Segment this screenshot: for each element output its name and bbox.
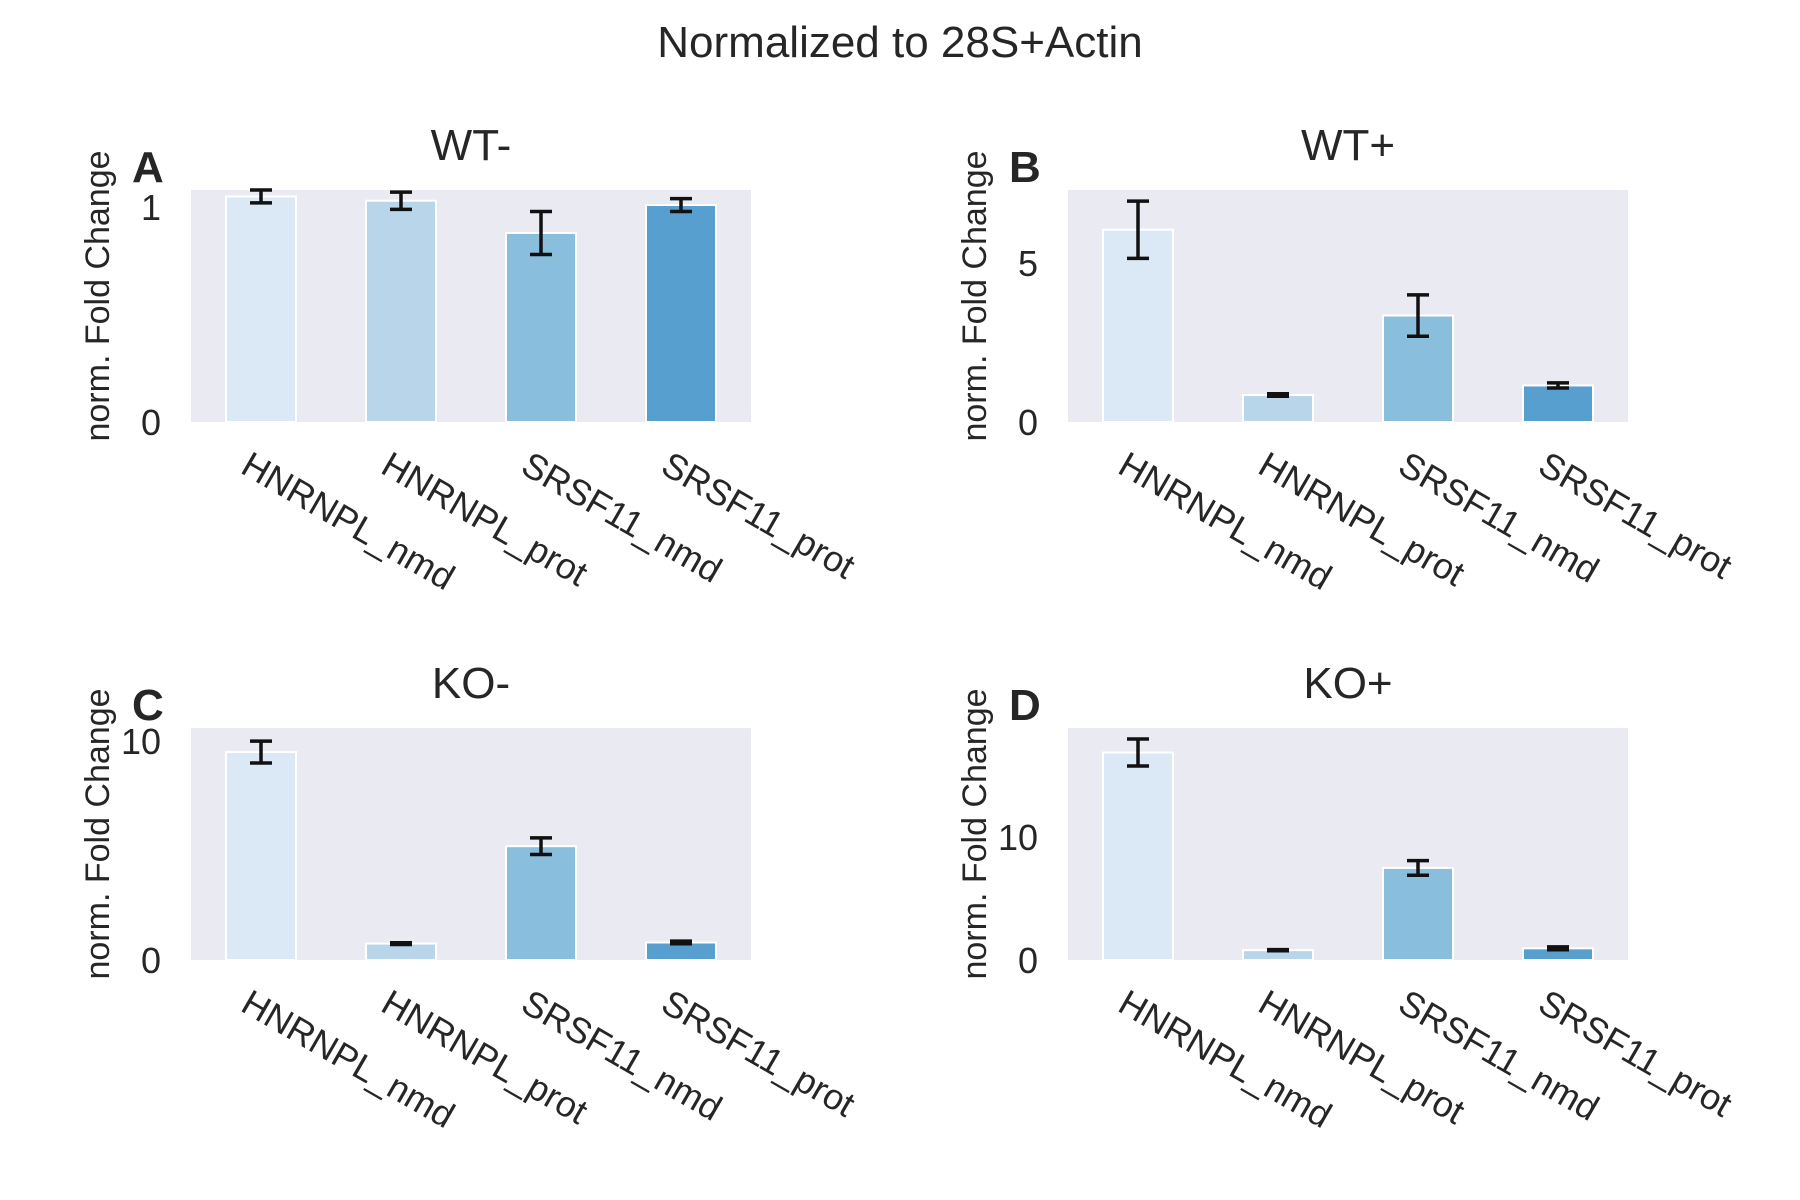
y-axis-label: norm. Fold Change	[79, 688, 117, 979]
error-bar	[670, 939, 692, 946]
error-bar	[1267, 947, 1289, 953]
error-bar	[530, 209, 552, 257]
bar-hnrnpl-nmd	[225, 195, 297, 423]
panel-title: KO-	[432, 659, 510, 708]
panel-title: WT+	[1301, 121, 1395, 170]
y-tick-label: 0	[141, 940, 161, 981]
panel-title: KO+	[1303, 659, 1392, 708]
bar-hnrnpl-nmd	[225, 751, 297, 962]
bar-hnrnpl-prot	[365, 199, 437, 423]
bar-hnrnpl-nmd	[1102, 751, 1174, 962]
error-bar	[390, 190, 412, 212]
error-bar	[1407, 293, 1429, 338]
y-tick-label: 1	[141, 187, 161, 228]
bar-srsf11-prot	[645, 204, 717, 423]
error-bar	[1407, 858, 1429, 878]
bar-hnrnpl-prot	[1242, 393, 1314, 423]
error-bar	[1127, 199, 1149, 261]
panel-letter: A	[132, 143, 164, 192]
y-tick-label: 0	[1018, 402, 1038, 443]
y-axis-label: norm. Fold Change	[79, 150, 117, 441]
panel-letter: C	[132, 681, 164, 730]
panel-letter: B	[1009, 143, 1041, 192]
y-tick-label: 5	[1018, 243, 1038, 284]
error-bar	[1547, 945, 1569, 952]
y-tick-label: 10	[121, 721, 161, 762]
bar-srsf11-nmd	[505, 231, 577, 423]
bar-srsf11-prot	[1522, 384, 1594, 424]
error-bar	[390, 940, 412, 947]
bar-hnrnpl-nmd	[1102, 228, 1174, 423]
error-bar	[250, 739, 272, 765]
error-bar	[1547, 381, 1569, 390]
y-tick-label: 10	[998, 817, 1038, 858]
panel-title: WT-	[431, 121, 512, 170]
bar-srsf11-nmd	[1382, 866, 1454, 962]
y-tick-label: 0	[141, 402, 161, 443]
y-tick-label: 0	[1018, 940, 1038, 981]
y-axis-label: norm. Fold Change	[956, 150, 994, 441]
panel-letter: D	[1009, 681, 1041, 730]
error-bar	[250, 188, 272, 205]
error-bar	[530, 836, 552, 857]
figure-title: Normalized to 28S+Actin	[657, 18, 1142, 67]
error-bar	[1267, 391, 1289, 399]
y-axis-label: norm. Fold Change	[956, 688, 994, 979]
error-bar	[670, 196, 692, 214]
bar-srsf11-nmd	[505, 845, 577, 961]
error-bar	[1127, 737, 1149, 768]
